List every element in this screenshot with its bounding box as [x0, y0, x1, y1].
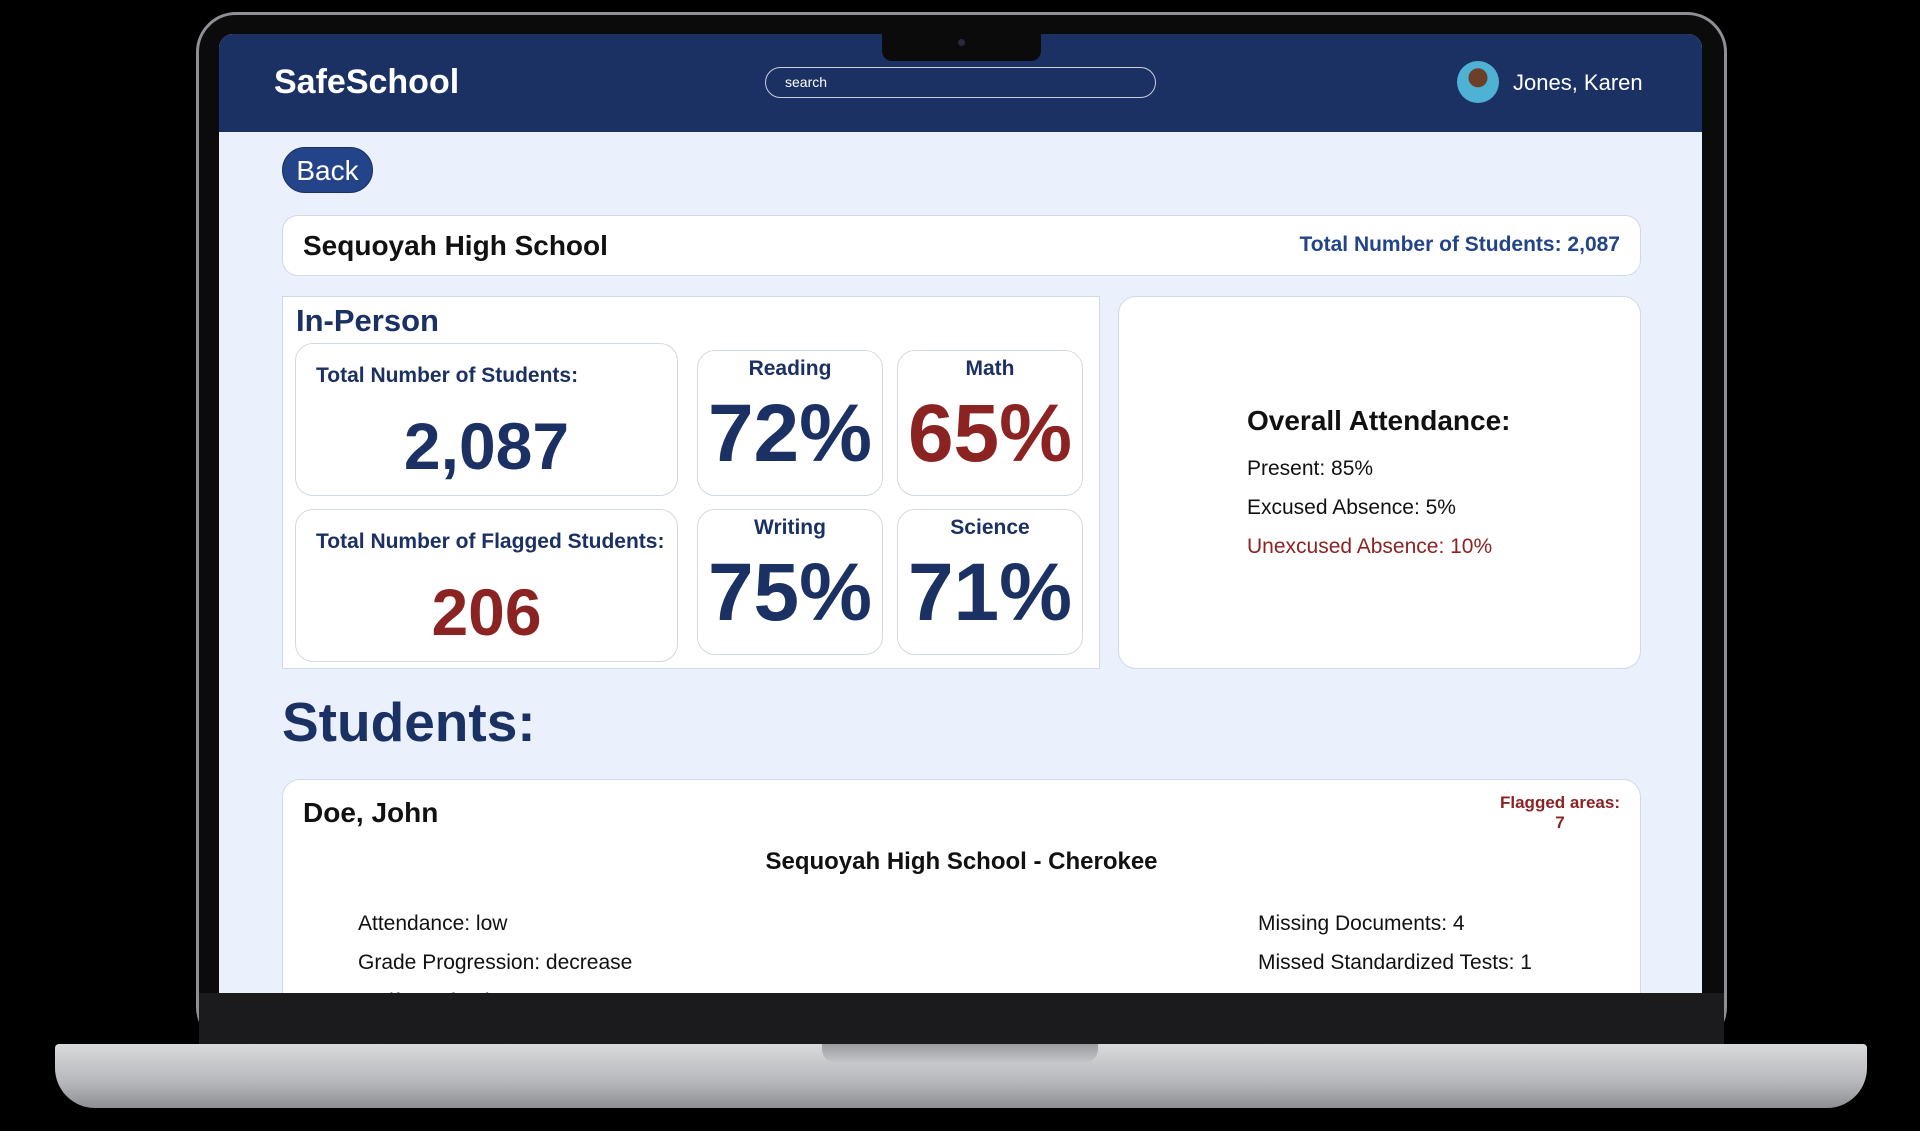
in-person-panel: In-Person Total Number of Students: 2,087…	[282, 296, 1100, 669]
student-detail: Parent Contact Attempts: 5	[1258, 990, 1509, 993]
screen: SafeSchool search Jones, Karen Back Sequ…	[219, 34, 1702, 993]
logo[interactable]: SafeSchool	[274, 63, 460, 101]
subject-box: Writing 75%	[697, 509, 883, 655]
back-button[interactable]: Back	[282, 147, 373, 193]
attendance-item: Unexcused Absence: 10%	[1247, 535, 1493, 558]
student-detail: Grade Progression: decrease	[358, 951, 633, 974]
stat-box: Total Number of Students: 2,087	[295, 343, 678, 496]
stat-label: Total Number of Flagged Students:	[316, 530, 665, 553]
subject-value: 65%	[907, 388, 1073, 479]
school-card: Sequoyah High School Total Number of Stu…	[282, 215, 1641, 276]
stat-value: 2,087	[403, 409, 570, 483]
top-bar: SafeSchool search Jones, Karen	[219, 34, 1702, 132]
subject-label: Reading	[748, 357, 832, 380]
panel-title: In-Person	[296, 303, 439, 338]
subject-label: Math	[965, 357, 1015, 380]
student-name: Doe, John	[303, 797, 439, 828]
student-detail: Missed Standardized Tests: 1	[1258, 951, 1532, 974]
stat-box: Total Number of Flagged Students: 206	[295, 509, 678, 662]
flagged-label: Flagged areas:	[1500, 793, 1620, 812]
stat-label: Total Number of Students:	[316, 364, 579, 387]
laptop-base-notch	[822, 1044, 1098, 1063]
subject-value: 72%	[707, 388, 873, 479]
subject-box: Science 71%	[897, 509, 1083, 655]
school-total: Total Number of Students: 2,087	[1299, 233, 1621, 256]
subject-label: Science	[950, 516, 1030, 539]
attendance-title: Overall Attendance:	[1247, 405, 1511, 436]
subject-value: 75%	[707, 547, 873, 638]
flagged-areas: Flagged areas: 7	[1500, 793, 1620, 833]
subject-label: Writing	[754, 516, 826, 539]
camera	[958, 39, 965, 46]
avatar[interactable]	[1457, 61, 1499, 103]
student-detail: Welfare Checks: 2	[358, 990, 529, 993]
attendance-item: Present: 85%	[1247, 457, 1374, 480]
student-card[interactable]: Doe, John Flagged areas: 7 Sequoyah High…	[282, 779, 1641, 993]
attendance-panel: Overall Attendance: Present: 85% Excused …	[1118, 296, 1641, 669]
camera-notch	[882, 34, 1041, 61]
student-school: Sequoyah High School - Cherokee	[765, 848, 1158, 875]
student-detail: Missing Documents: 4	[1258, 912, 1465, 935]
subject-box: Math 65%	[897, 350, 1083, 496]
laptop-hinge	[199, 993, 1724, 1047]
section-title: Students:	[282, 691, 536, 753]
subject-value: 71%	[907, 547, 1073, 638]
search-box[interactable]: search	[765, 67, 1156, 98]
attendance-item: Excused Absence: 5%	[1247, 496, 1456, 519]
student-detail: Attendance: low	[358, 912, 508, 935]
stat-value: 206	[431, 575, 542, 649]
school-name: Sequoyah High School	[303, 230, 608, 261]
subject-box: Reading 72%	[697, 350, 883, 496]
user-name[interactable]: Jones, Karen	[1513, 70, 1643, 95]
flagged-value: 7	[1555, 813, 1565, 832]
